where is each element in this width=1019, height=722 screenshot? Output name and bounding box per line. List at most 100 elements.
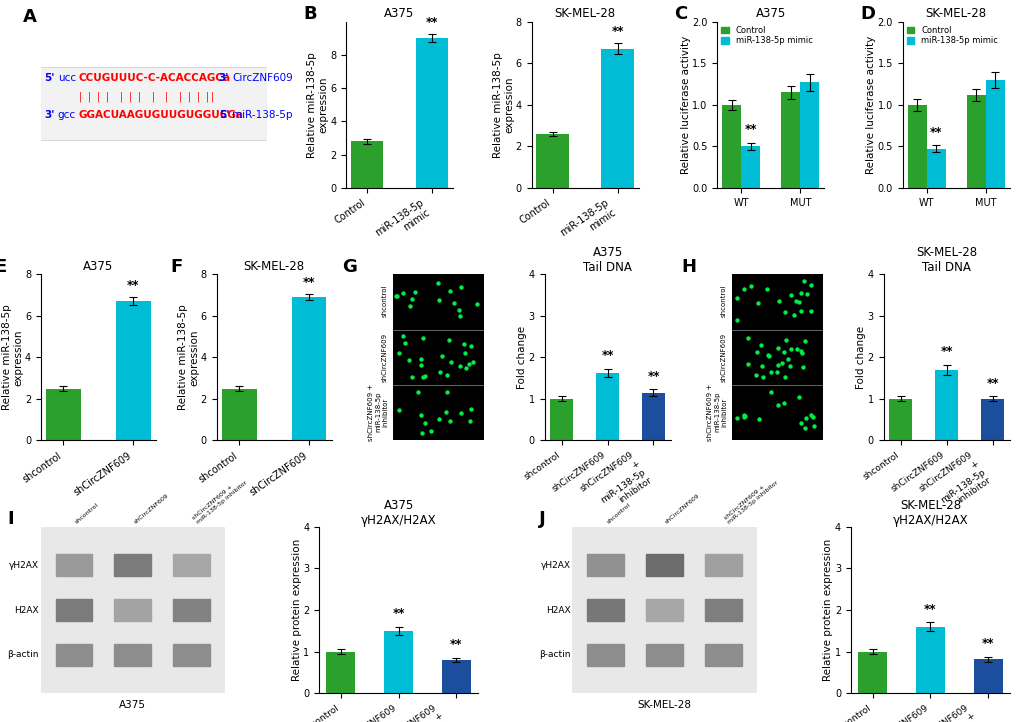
Point: [748, 370, 764, 381]
Point: [469, 298, 485, 310]
Point: [431, 295, 447, 306]
Bar: [55, 554, 93, 576]
Point: [390, 404, 407, 416]
Title: A375: A375: [755, 7, 785, 20]
Bar: [704, 599, 741, 621]
Bar: [601, 48, 633, 188]
Point: [792, 305, 808, 317]
Point: [795, 276, 811, 287]
Point: [394, 331, 411, 342]
Text: |: |: [178, 91, 181, 102]
Point: [431, 367, 447, 378]
Point: [802, 305, 818, 317]
Text: shcontrol: shcontrol: [605, 503, 631, 526]
Point: [452, 282, 469, 293]
Y-axis label: Relative protein expression: Relative protein expression: [822, 539, 833, 681]
Y-axis label: Relative miR-138-5p
expression: Relative miR-138-5p expression: [492, 52, 514, 157]
Bar: [173, 644, 210, 666]
Point: [429, 277, 445, 289]
Point: [451, 360, 468, 372]
Bar: [291, 297, 326, 440]
Text: B: B: [303, 5, 317, 23]
Point: [400, 355, 417, 366]
Bar: [645, 599, 683, 621]
Point: [785, 309, 801, 321]
Point: [390, 347, 407, 359]
Bar: [645, 644, 683, 666]
Point: [460, 358, 476, 370]
Point: [438, 406, 454, 418]
Point: [754, 372, 770, 383]
Text: **: **: [610, 25, 624, 38]
Text: **: **: [744, 123, 756, 136]
Bar: [704, 554, 741, 576]
Point: [802, 279, 818, 291]
Text: CCUGUUUC-C-ACACCAGCa: CCUGUUUC-C-ACACCAGCa: [78, 73, 230, 83]
Title: SK-MEL-28
Tail DNA: SK-MEL-28 Tail DNA: [915, 246, 976, 274]
Point: [729, 292, 745, 304]
Point: [458, 362, 474, 374]
Point: [450, 304, 467, 316]
Title: A375
Tail DNA: A375 Tail DNA: [583, 246, 632, 274]
Bar: [973, 659, 1002, 693]
Y-axis label: Fold change: Fold change: [517, 326, 527, 389]
Text: A: A: [22, 9, 37, 27]
Text: |: |: [151, 91, 155, 102]
Text: |: |: [119, 91, 122, 102]
Text: shcontrol: shcontrol: [73, 503, 100, 526]
Point: [462, 404, 478, 415]
Title: SK-MEL-28
γH2AX/H2AX: SK-MEL-28 γH2AX/H2AX: [892, 499, 967, 527]
Text: **: **: [923, 603, 935, 616]
Point: [794, 362, 810, 373]
Point: [793, 287, 809, 299]
Text: 5': 5': [44, 73, 55, 83]
Text: CircZNF609: CircZNF609: [232, 73, 292, 83]
Point: [742, 280, 758, 292]
Bar: [721, 105, 741, 188]
Point: [798, 289, 814, 300]
Point: [736, 411, 752, 422]
Text: |: |: [88, 91, 91, 102]
Bar: [114, 599, 151, 621]
Text: **: **: [425, 16, 438, 29]
Bar: [645, 554, 683, 576]
Point: [750, 413, 766, 425]
Title: SK-MEL-28: SK-MEL-28: [244, 260, 305, 273]
Text: **: **: [126, 279, 140, 292]
Bar: [980, 399, 1003, 440]
Point: [438, 386, 454, 397]
Text: |: |: [78, 91, 82, 102]
Bar: [741, 147, 759, 188]
Point: [773, 357, 790, 368]
Point: [782, 290, 798, 301]
Text: β-actin: β-actin: [539, 651, 570, 659]
Text: **: **: [601, 349, 613, 362]
Text: β-actin: β-actin: [7, 651, 39, 659]
Text: D: D: [859, 5, 874, 23]
Text: F: F: [170, 258, 182, 276]
Bar: [173, 554, 210, 576]
Title: A375: A375: [84, 260, 113, 273]
Text: H: H: [681, 258, 696, 276]
Point: [781, 360, 797, 372]
Point: [736, 283, 752, 295]
Point: [805, 420, 821, 432]
Text: SK-MEL-28: SK-MEL-28: [637, 700, 691, 710]
Point: [759, 349, 775, 361]
Text: H2AX: H2AX: [545, 606, 570, 614]
Point: [457, 348, 473, 360]
Point: [740, 332, 756, 344]
Bar: [384, 631, 413, 693]
Text: 3': 3': [218, 73, 229, 83]
Point: [787, 295, 803, 307]
Text: γH2AX: γH2AX: [540, 561, 570, 570]
Text: shCircZNF609: shCircZNF609: [132, 493, 169, 526]
Point: [417, 417, 433, 429]
Text: shCircZNF609: shCircZNF609: [381, 333, 387, 382]
Point: [451, 310, 468, 322]
Y-axis label: Relative miR-138-5p
expression: Relative miR-138-5p expression: [2, 305, 23, 410]
Point: [445, 297, 462, 309]
Bar: [46, 388, 81, 440]
Bar: [800, 82, 818, 188]
Title: SK-MEL-28: SK-MEL-28: [554, 7, 615, 20]
